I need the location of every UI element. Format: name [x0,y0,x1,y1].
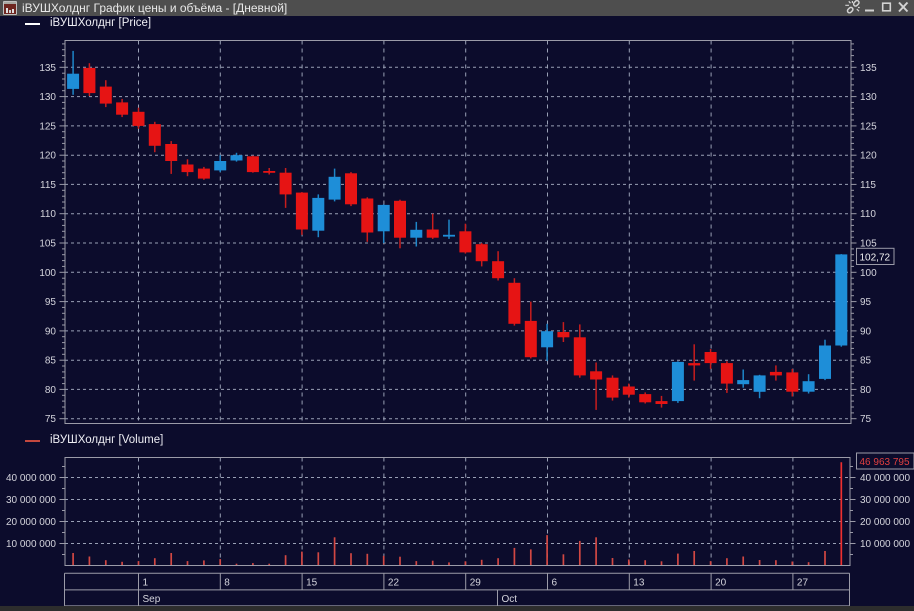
svg-text:135: 135 [860,63,877,74]
svg-text:105: 105 [39,239,56,250]
svg-text:40 000 000: 40 000 000 [6,473,56,484]
svg-text:85: 85 [860,356,872,367]
svg-text:8: 8 [224,577,230,588]
svg-text:95: 95 [860,297,872,308]
svg-text:20 000 000: 20 000 000 [860,517,910,528]
svg-text:27: 27 [797,577,809,588]
svg-text:90: 90 [860,326,872,337]
svg-text:90: 90 [45,326,57,337]
svg-text:Oct: Oct [502,594,518,605]
svg-text:10 000 000: 10 000 000 [6,539,56,550]
svg-text:120: 120 [860,151,877,162]
svg-text:20 000 000: 20 000 000 [6,517,56,528]
svg-text:1: 1 [143,577,149,588]
svg-text:80: 80 [45,385,57,396]
svg-text:10 000 000: 10 000 000 [860,539,910,550]
svg-text:Sep: Sep [143,594,161,605]
svg-text:13: 13 [633,577,645,588]
svg-text:130: 130 [39,92,56,103]
svg-text:30 000 000: 30 000 000 [860,495,910,506]
svg-text:125: 125 [39,121,56,132]
svg-text:95: 95 [45,297,57,308]
svg-text:125: 125 [860,121,877,132]
svg-text:100: 100 [39,268,56,279]
svg-text:130: 130 [860,92,877,103]
svg-text:100: 100 [860,268,877,279]
svg-text:46 963 795: 46 963 795 [860,457,910,468]
svg-text:120: 120 [39,151,56,162]
svg-text:85: 85 [45,356,57,367]
svg-text:135: 135 [39,63,56,74]
svg-text:15: 15 [306,577,318,588]
svg-text:6: 6 [552,577,558,588]
svg-text:29: 29 [470,577,482,588]
svg-text:40 000 000: 40 000 000 [860,473,910,484]
svg-text:30 000 000: 30 000 000 [6,495,56,506]
svg-text:80: 80 [860,385,872,396]
svg-text:115: 115 [40,180,56,191]
svg-text:105: 105 [860,239,877,250]
svg-text:102,72: 102,72 [860,252,891,263]
svg-text:22: 22 [388,577,400,588]
svg-text:20: 20 [715,577,727,588]
svg-text:75: 75 [860,414,872,425]
svg-text:75: 75 [45,414,57,425]
svg-text:110: 110 [40,209,56,220]
svg-text:110: 110 [860,209,876,220]
svg-text:115: 115 [860,180,876,191]
